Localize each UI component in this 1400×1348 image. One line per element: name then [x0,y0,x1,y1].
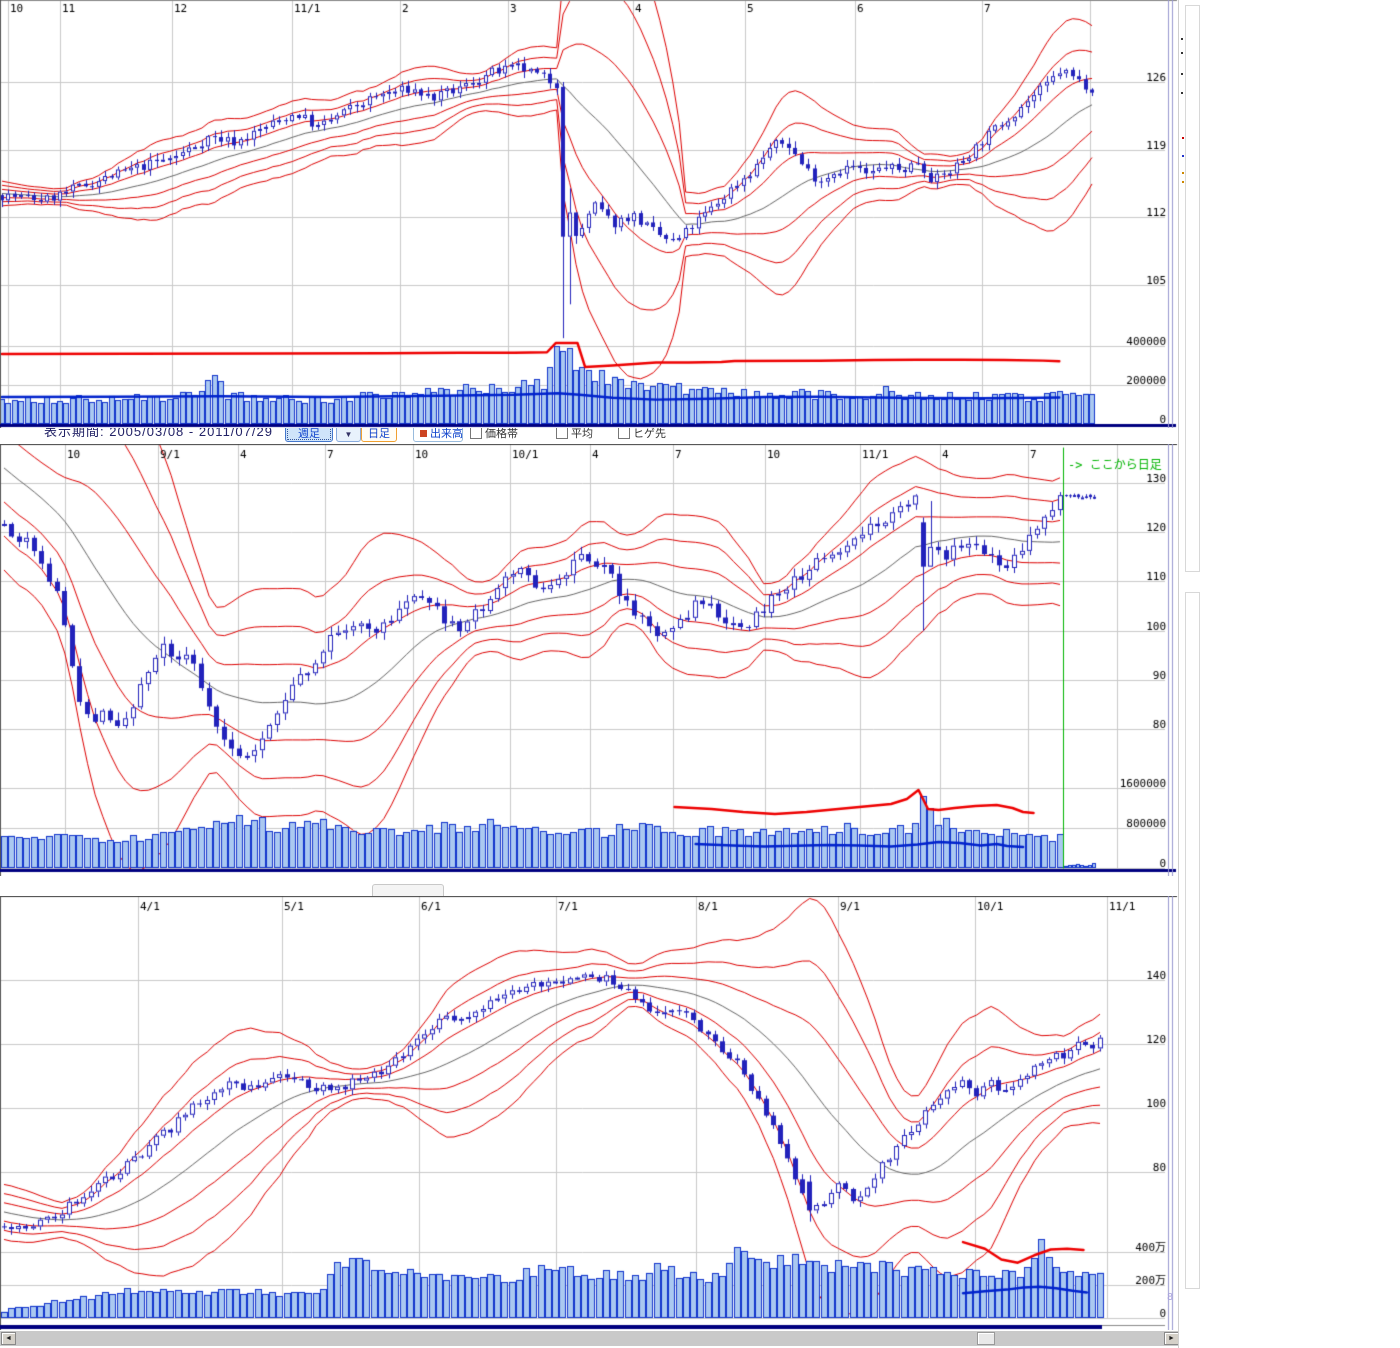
checkbox-icon [470,428,482,439]
artifact-dot [1182,181,1184,183]
side-panel-bottom [1185,592,1200,1289]
scroll-left-button[interactable]: ◄ [1,1332,16,1345]
artifact-dot [1181,38,1183,40]
artifact-dot [1181,52,1183,54]
arrow-right-icon: ► [1168,1335,1175,1342]
bottom-chart-canvas[interactable] [0,896,1178,1330]
artifact-dot [1181,73,1183,75]
horizontal-scrollbar[interactable]: ◄ ► [0,1331,1180,1346]
checkbox-wick-tips[interactable]: ヒゲ先 [618,428,666,441]
right-margin-panel [1178,0,1400,1348]
chevron-down-icon: ▼ [344,430,353,439]
side-panel-top [1185,5,1200,572]
middle-chart-canvas[interactable] [0,444,1178,876]
period-label: 表示期間: 2005/03/08 - 2011/07/29 [44,428,273,439]
scroll-right-button[interactable]: ► [1164,1332,1179,1345]
artifact-dot [1182,137,1184,139]
checkbox-icon [618,428,630,439]
period-dropdown[interactable]: ▼ [336,428,361,442]
checkbox-price-band[interactable]: 価格帯 [470,428,518,441]
artifact-dot [1181,92,1183,94]
arrow-left-icon: ◄ [5,1335,12,1342]
artifact-dot [1182,155,1184,157]
checkbox-icon [556,428,568,439]
artifact-dot [1182,172,1184,174]
toolbar: 表示期間: 2005/03/08 - 2011/07/29 週足 ▼ 日足 出来… [0,428,1178,443]
top-chart-canvas[interactable] [0,0,1178,428]
daily-button[interactable]: 日足 [361,428,397,442]
checkbox-average[interactable]: 平均 [556,428,593,441]
volume-swatch-icon [420,430,427,437]
axis-artifact-label: 8 [1167,1292,1174,1303]
volume-toggle-button[interactable]: 出来高 [413,428,463,442]
weekly-button[interactable]: 週足 [285,428,333,442]
scrollbar-thumb[interactable] [977,1332,995,1345]
